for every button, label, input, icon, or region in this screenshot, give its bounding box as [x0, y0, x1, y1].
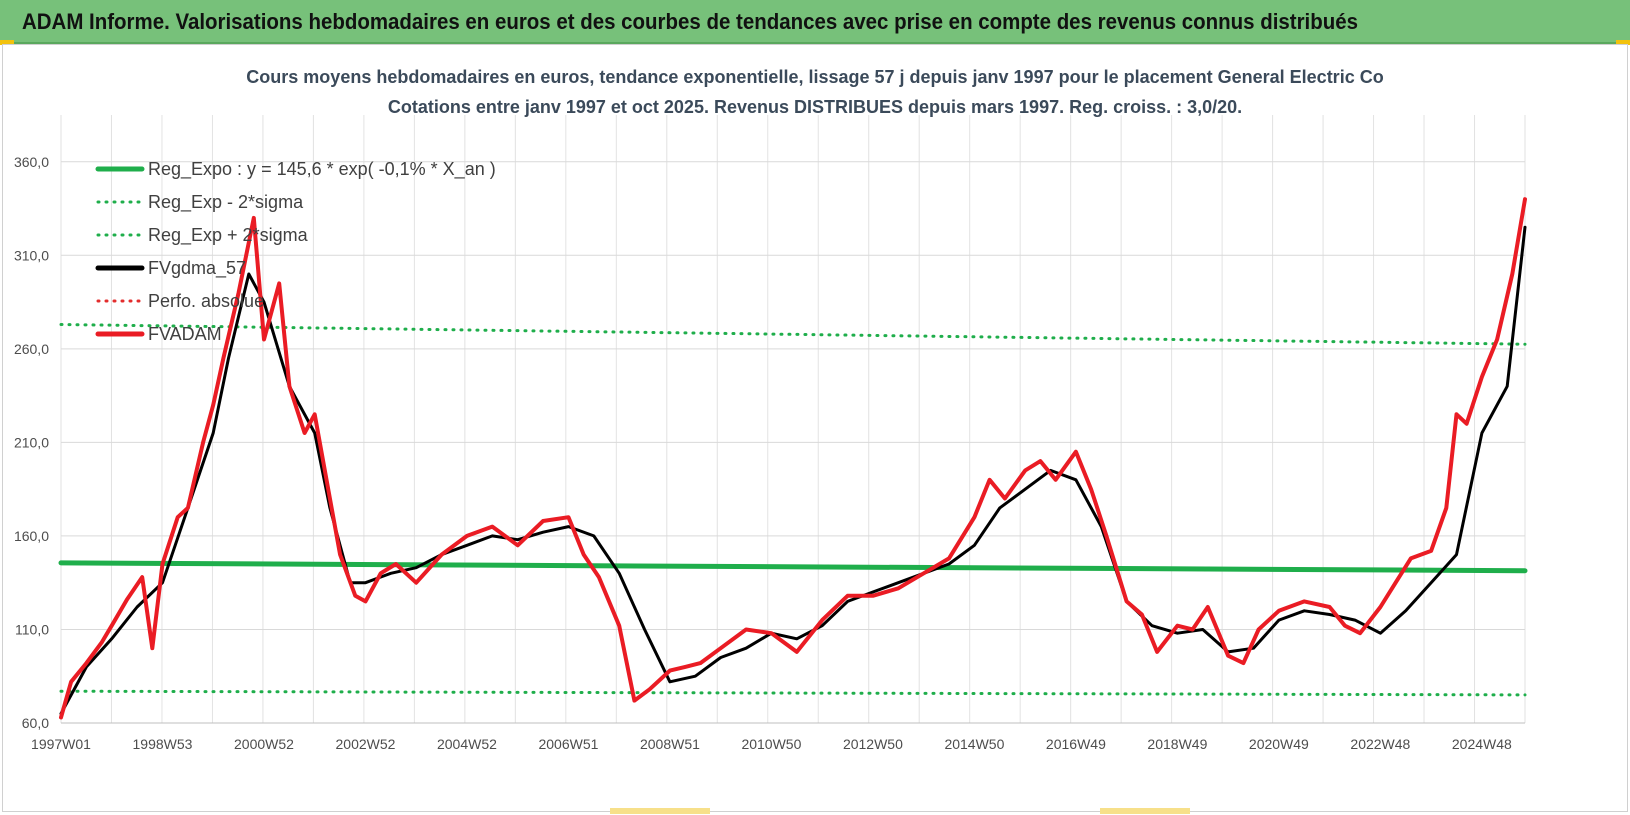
series-line-1 — [59, 689, 1527, 697]
legend-label-3: FVgdma_57 — [148, 258, 246, 279]
x-tick-label: 2002W52 — [336, 736, 396, 752]
y-tick-label: 60,0 — [22, 715, 49, 731]
chart-title-line-0: Cours moyens hebdomadaires en euros, ten… — [246, 67, 1383, 87]
line-chart: Reg_Expo : y = 145,6 * exp( -0,1% * X_an… — [14, 67, 1528, 752]
report-title: ADAM Informe. Valorisations hebdomadaire… — [22, 9, 1359, 34]
x-tick-label: 2020W49 — [1249, 736, 1309, 752]
report-banner: ADAM Informe. Valorisations hebdomadaire… — [0, 0, 1630, 44]
y-tick-label: 310,0 — [14, 247, 49, 263]
series-lines — [58, 197, 1528, 720]
legend-label-2: Reg_Exp + 2*sigma — [148, 225, 309, 246]
x-tick-label: 2010W50 — [741, 736, 801, 752]
x-tick-label: 1998W53 — [133, 736, 193, 752]
bottom-accent-2 — [1100, 808, 1190, 814]
y-tick-label: 260,0 — [14, 341, 49, 357]
axis-labels: 60,0 110,0 160,0 210,0 260,0 310,0 360,0 1997W0… — [14, 154, 1512, 752]
right-corner-accent — [1616, 40, 1630, 45]
bottom-accent-1 — [610, 808, 710, 814]
x-tick-label: 1997W01 — [31, 736, 91, 752]
chart-frame: Reg_Expo : y = 145,6 * exp( -0,1% * X_an… — [2, 44, 1628, 812]
y-tick-label: 160,0 — [14, 528, 49, 544]
left-corner-accent — [0, 40, 14, 45]
legend-label-0: Reg_Expo : y = 145,6 * exp( -0,1% * X_an… — [148, 159, 496, 180]
legend: Reg_Expo : y = 145,6 * exp( -0,1% * X_an… — [95, 159, 496, 344]
x-tick-label: 2016W49 — [1046, 736, 1106, 752]
legend-label-1: Reg_Exp - 2*sigma — [148, 192, 304, 213]
legend-label-5: FVADAM — [148, 324, 222, 344]
legend-label-4: Perfo. absolue — [148, 291, 264, 311]
x-tick-label: 2012W50 — [843, 736, 903, 752]
x-tick-label: 2008W51 — [640, 736, 700, 752]
series-line-2 — [59, 323, 1527, 346]
x-tick-label: 2018W49 — [1147, 736, 1207, 752]
series-line-0 — [58, 560, 1528, 574]
x-tick-label: 2004W52 — [437, 736, 497, 752]
y-tick-label: 360,0 — [14, 154, 49, 170]
x-tick-label: 2014W50 — [944, 736, 1004, 752]
chart-title: Cours moyens hebdomadaires en euros, ten… — [246, 67, 1383, 117]
chart-title-line-1: Cotations entre janv 1997 et oct 2025. R… — [388, 97, 1242, 117]
x-tick-label: 2024W48 — [1452, 736, 1512, 752]
y-tick-label: 210,0 — [14, 434, 49, 450]
y-tick-label: 110,0 — [15, 621, 49, 637]
series-line-5 — [59, 197, 1527, 720]
x-tick-label: 2022W48 — [1350, 736, 1410, 752]
x-tick-label: 2006W51 — [538, 736, 598, 752]
x-tick-label: 2000W52 — [234, 736, 294, 752]
